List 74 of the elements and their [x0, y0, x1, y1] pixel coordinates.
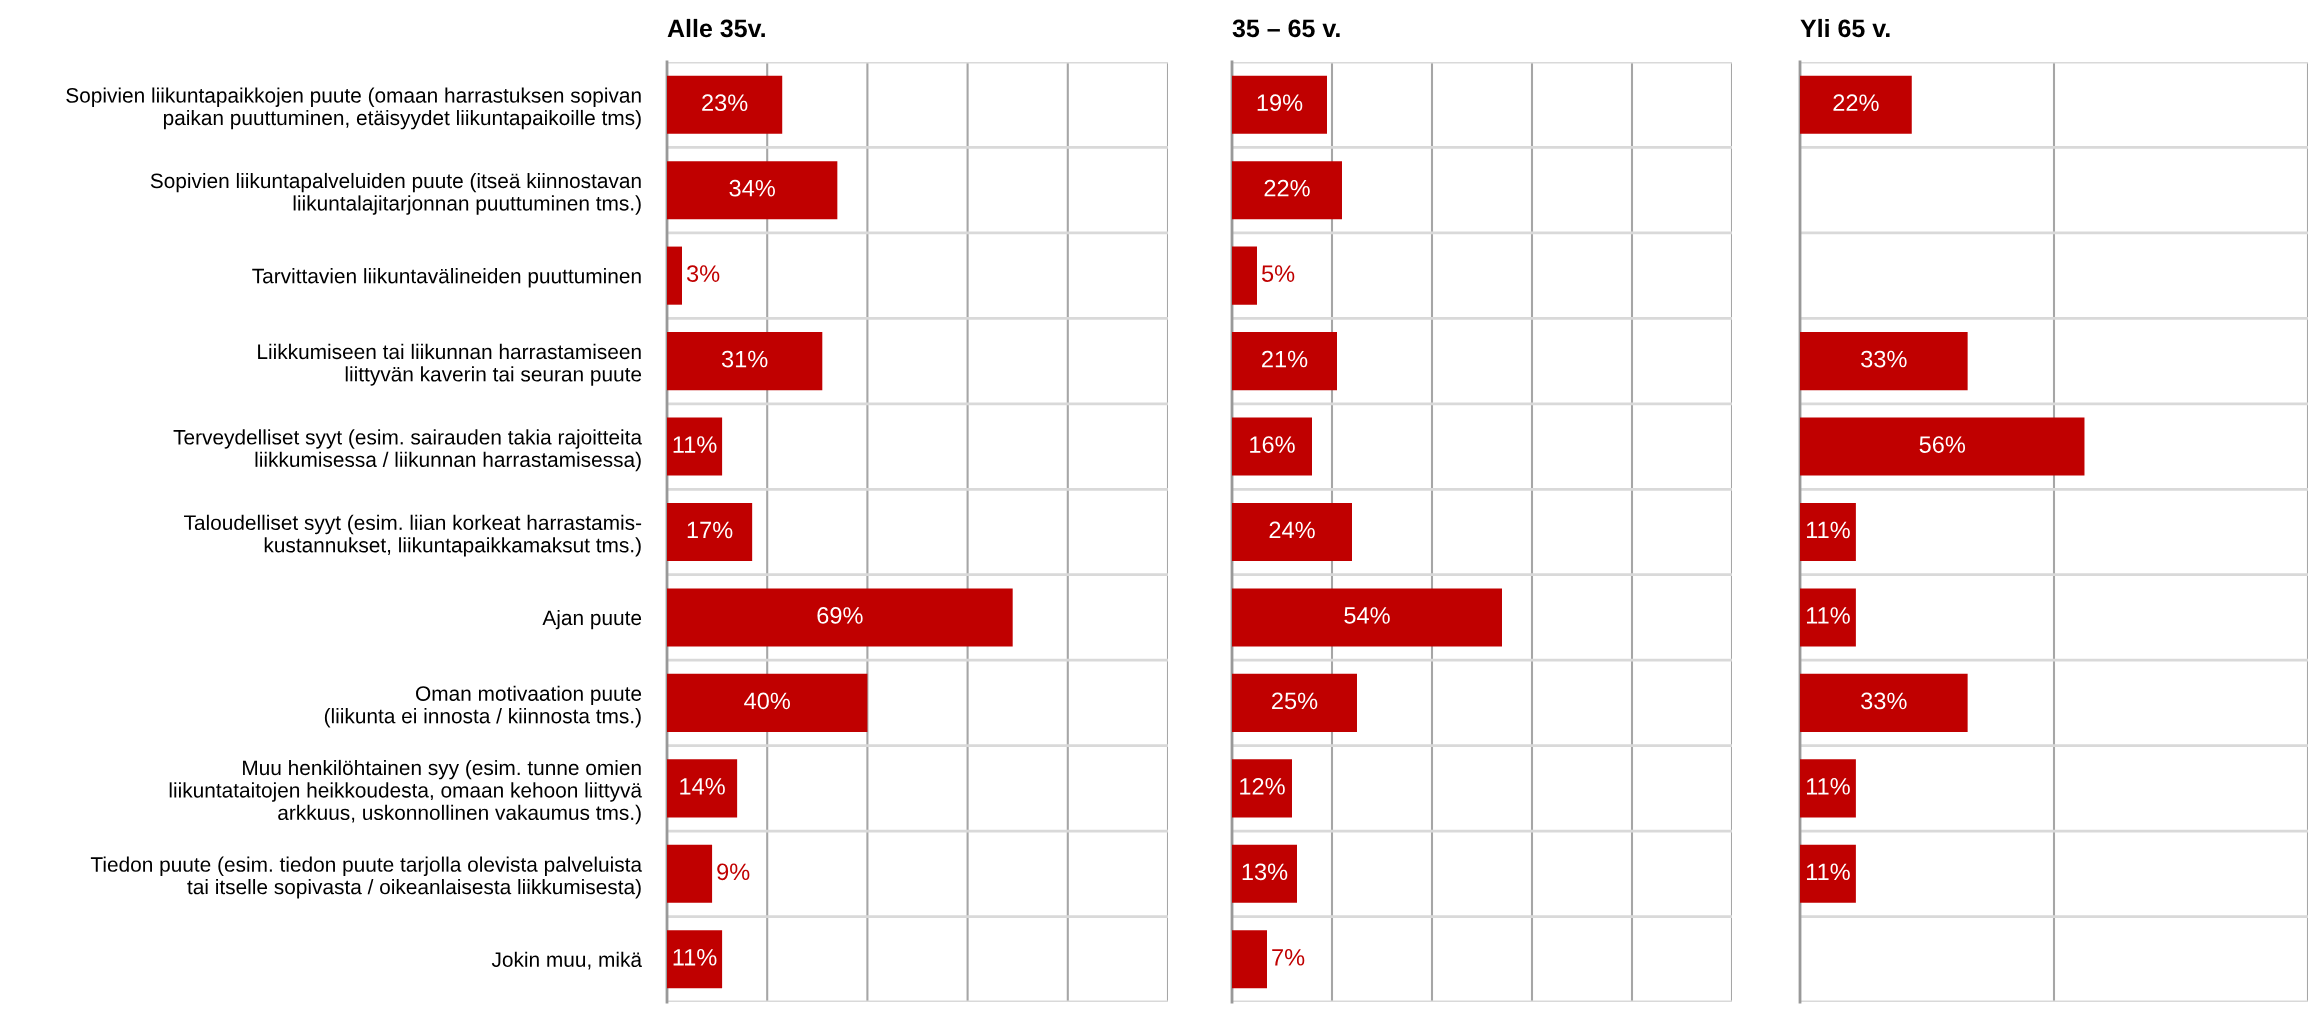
data-label: 11%: [1806, 778, 1850, 795]
data-label: 69%: [817, 607, 863, 624]
data-label: 33%: [1861, 350, 1907, 368]
data-label: 34%: [729, 179, 775, 197]
bar: [1800, 759, 1856, 818]
bar: [667, 930, 723, 989]
bar: [1232, 759, 1292, 818]
bar: [1800, 588, 1856, 647]
y-tick-label: Terveydelliset syyt (esim. sairauden takia rajoitteita liikkumisessa / liikunnan harrastamisessa): [173, 429, 643, 472]
bar: [667, 759, 738, 818]
data-label: 22%: [1833, 94, 1879, 111]
bar: [667, 332, 823, 391]
y-tick-label: Sopivien liikuntapalveluiden puute (itseä kiinnostavan liikuntalajitarjonnan puuttuminen tms.): [150, 172, 641, 215]
bar: [1800, 673, 1968, 732]
data-label: 31%: [721, 350, 768, 368]
y-tick-label: Sopivien liikuntapaikkojen puute (omaan harrastuksen sopivan paikan puuttuminen, etäisyydet liikuntapaikoille tms): [66, 87, 641, 130]
data-label: 22%: [1264, 179, 1310, 197]
y-tick-label: Tarvittavien liikuntavälineiden puuttuminen: [252, 268, 641, 288]
bar: [1800, 75, 1912, 134]
bar: [667, 161, 838, 220]
bar: [1800, 502, 1856, 562]
data-label: 11%: [673, 436, 717, 453]
y-tick-label: Muu henkilöhtainen syy (esim. tunne omien liikuntataitojen heikkoudesta, omaan kehoon liittyvä arkkuus, uskonnollinen vakaumus tms.): [169, 759, 643, 825]
y-tick-label: Ajan puute: [542, 609, 642, 630]
data-label: 24%: [1269, 521, 1315, 539]
y-tick-label: Liikkumiseen tai liikunnan harrastamiseen liittyvän kaverin tai seuran puute: [258, 343, 642, 386]
bar: [1232, 588, 1502, 647]
bar: [1800, 844, 1856, 903]
bar: [667, 588, 1013, 647]
y-tick-label: Tiedon puute (esim. tiedon puute tarjolla olevista palveluista tai itselle sopivasta / oikeanlaisesta liikkumisesta): [90, 856, 643, 899]
data-label: 56%: [1919, 436, 1966, 453]
data-label: 3%: [686, 265, 720, 282]
chart-title: Yli 65 v.: [1800, 18, 1890, 38]
chart-title: Alle 35v.: [667, 18, 765, 38]
data-label: 14%: [680, 778, 725, 795]
data-label: 5%: [1261, 265, 1295, 282]
y-tick-label: Taloudelliset syyt (esim. liian korkeat harrastamis- kustannukset, liikuntapaikkamaksut tms.): [184, 514, 642, 557]
data-label: 25%: [1272, 692, 1318, 710]
bar: [1232, 75, 1327, 134]
data-label: 21%: [1262, 350, 1308, 368]
data-label: 11%: [1806, 521, 1850, 539]
bar: [1232, 417, 1312, 476]
data-label: 33%: [1861, 692, 1907, 710]
data-label: 19%: [1257, 94, 1303, 112]
bar: [667, 246, 683, 305]
chart-title: 35 – 65 v.: [1232, 19, 1340, 38]
data-label: 11%: [1806, 863, 1850, 881]
bar: [667, 673, 868, 732]
bar: [1232, 161, 1342, 220]
bar: [1232, 502, 1352, 562]
data-label: 11%: [1806, 607, 1850, 624]
bar: [667, 502, 753, 562]
data-label: 16%: [1250, 436, 1295, 453]
y-tick-label: Jokin muu, mikä: [491, 951, 643, 970]
bar: [1232, 844, 1297, 903]
data-label: 12%: [1240, 777, 1285, 795]
data-label: 9%: [717, 863, 750, 881]
bar: [1800, 332, 1968, 391]
bar: [1232, 673, 1357, 732]
data-label: 40%: [744, 692, 790, 710]
bar: [1232, 332, 1337, 391]
bar: [1232, 246, 1257, 305]
bar: [1232, 930, 1267, 989]
bar: [1800, 417, 2085, 476]
bar: [667, 844, 713, 903]
data-label: 7%: [1272, 948, 1305, 966]
bar: [667, 75, 783, 134]
data-label: 23%: [702, 94, 748, 112]
y-tick-label: Oman motivaation puute (liikunta ei innosta / kiinnosta tms.): [324, 685, 642, 728]
data-label: 13%: [1242, 863, 1288, 881]
data-label: 54%: [1344, 607, 1390, 624]
data-label: 17%: [687, 521, 733, 539]
data-label: 11%: [673, 948, 717, 966]
bar: [667, 417, 723, 476]
